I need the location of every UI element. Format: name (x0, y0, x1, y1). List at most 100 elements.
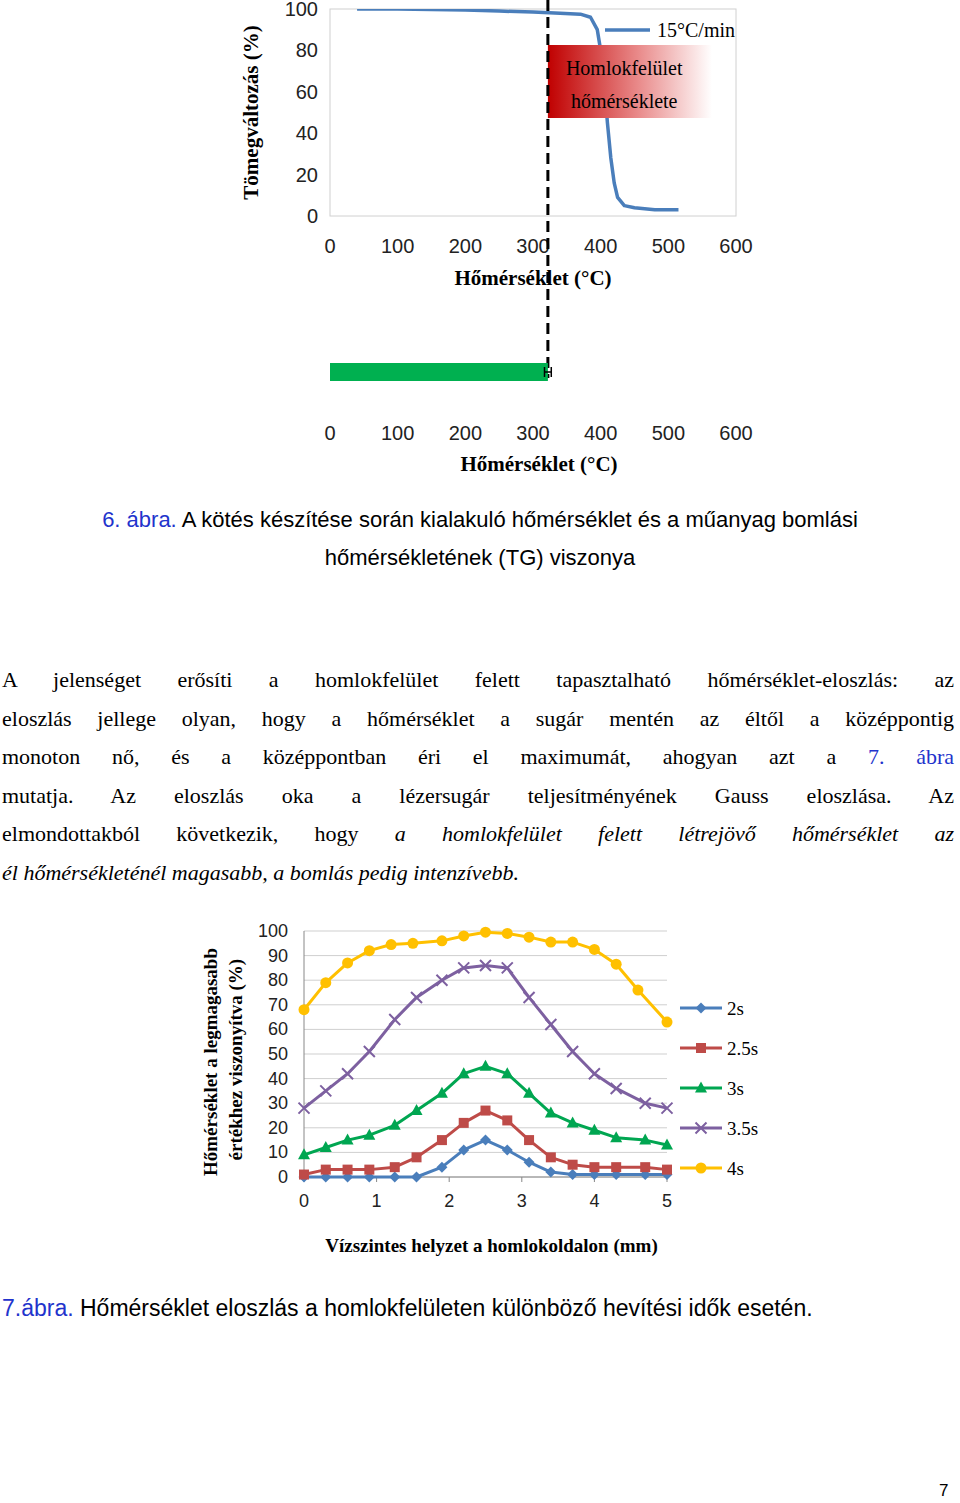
point (545, 937, 556, 948)
chart-bar: 0100200300400500600Hőmérséklet (°C) (324, 363, 752, 476)
point (640, 1162, 650, 1172)
y-tick-label: 60 (268, 1019, 288, 1039)
point (437, 1135, 447, 1145)
point (545, 1167, 556, 1178)
text-run: mutatja. Az eloszlás oka a lézersugár te… (2, 783, 954, 808)
legend-label: 2s (727, 998, 744, 1019)
figure-caption-line: hőmérsékletének (TG) viszonya (0, 544, 960, 572)
plot-area (357, 9, 678, 210)
x-tick-label: 0 (324, 235, 335, 257)
x-tick-label: 300 (516, 235, 549, 257)
point (632, 985, 643, 996)
x-tick-label: 600 (719, 422, 752, 444)
legend-label: 4s (727, 1158, 744, 1179)
point (458, 930, 469, 941)
text-run: elmondottakból következik, hogy (2, 821, 395, 846)
series-line (357, 9, 678, 210)
figure-caption: 7.ábra. Hőmérséklet eloszlás a homlokfel… (2, 1294, 813, 1322)
y-axis-line (304, 931, 305, 1177)
paragraph-line: mutatja. Az eloszlás oka a lézersugár te… (2, 782, 954, 810)
legend-marker (696, 1043, 706, 1053)
point (390, 1162, 400, 1172)
point (639, 1134, 651, 1145)
x-tick-label: 0 (299, 1191, 309, 1211)
y-tick-label: 20 (268, 1118, 288, 1138)
y-tick-label: 40 (296, 122, 318, 144)
annotation-line-2: hőmérséklete (566, 90, 678, 112)
point (459, 1118, 469, 1128)
grid-line (304, 1029, 667, 1030)
point (436, 1087, 448, 1098)
y-axis-title: Hőmérséklet a legmagasabb értékhez viszo… (200, 948, 247, 1176)
x-tick-label: 1 (372, 1191, 382, 1211)
point (480, 960, 491, 971)
chart-tg: 0204060801000100200300400500600Hőmérsékl… (239, 0, 753, 290)
legend-label: 2.5s (727, 1038, 758, 1059)
point (589, 1162, 599, 1172)
plot-frame (330, 9, 736, 216)
annotation-label: Homlokfelület hőmérséklete (566, 57, 683, 112)
point (502, 1144, 513, 1155)
x-tick-label: 3 (517, 1191, 527, 1211)
point (611, 1083, 622, 1094)
point (662, 1165, 672, 1175)
y-axis-title: Tömegváltozás (%) (239, 25, 263, 199)
legend-marker (696, 1123, 707, 1134)
annotation-line (546, 0, 549, 378)
point (389, 1014, 400, 1025)
x-tick-label: 500 (652, 422, 685, 444)
point (524, 1135, 534, 1145)
point (342, 957, 353, 968)
y-tick-label: 80 (268, 970, 288, 990)
text-run: A jelenséget erősíti a homlokfelület fel… (2, 667, 954, 692)
point (320, 1085, 331, 1096)
x-tick-label: 5 (662, 1191, 672, 1211)
point (502, 928, 513, 939)
paragraph-line: monoton nő, és a középpontban éri el max… (2, 743, 954, 771)
y-tick-label: 0 (307, 205, 318, 227)
figure-label: 6. ábra. (102, 507, 177, 532)
legend-marker (696, 1003, 707, 1014)
point (524, 992, 535, 1003)
x-tick-label: 100 (381, 422, 414, 444)
point (589, 944, 600, 955)
x-tick-label: 100 (381, 235, 414, 257)
grid-line (304, 1103, 667, 1104)
y-tick-label: 80 (296, 39, 318, 61)
legend-label: 3s (727, 1078, 744, 1099)
x-tick-label: 600 (719, 235, 752, 257)
annotation-box (548, 45, 712, 118)
point (567, 1046, 578, 1057)
grid-line (304, 1054, 667, 1055)
series-line (304, 1066, 667, 1155)
point (386, 939, 397, 950)
point (610, 1131, 622, 1142)
point (458, 962, 469, 973)
y-tick-label: 0 (278, 1167, 288, 1187)
point (480, 1060, 492, 1071)
figure-reference: 7. ábra (868, 744, 954, 769)
caption-text: hőmérsékletének (TG) viszonya (325, 545, 636, 570)
point (364, 1046, 375, 1057)
x-tick (449, 1177, 450, 1182)
point (545, 1107, 557, 1118)
point (588, 1124, 600, 1135)
point (299, 1170, 309, 1180)
grid-line (304, 980, 667, 981)
x-tick-label: 4 (589, 1191, 599, 1211)
point (363, 1129, 375, 1140)
paragraph-line: él hőmérsékleténél magasabb, a bomlás pe… (2, 859, 954, 887)
point (299, 1103, 310, 1114)
point (411, 1104, 423, 1115)
point (364, 945, 375, 956)
y-tick-label: 50 (268, 1044, 288, 1064)
point (524, 1157, 535, 1168)
grid-line (304, 1078, 667, 1079)
grid-line (304, 1004, 667, 1005)
point (411, 1172, 422, 1183)
point (321, 1165, 331, 1175)
error-bar (545, 367, 552, 377)
point (436, 975, 447, 986)
x-tick-label: 400 (584, 422, 617, 444)
y-tick-label: 70 (268, 995, 288, 1015)
